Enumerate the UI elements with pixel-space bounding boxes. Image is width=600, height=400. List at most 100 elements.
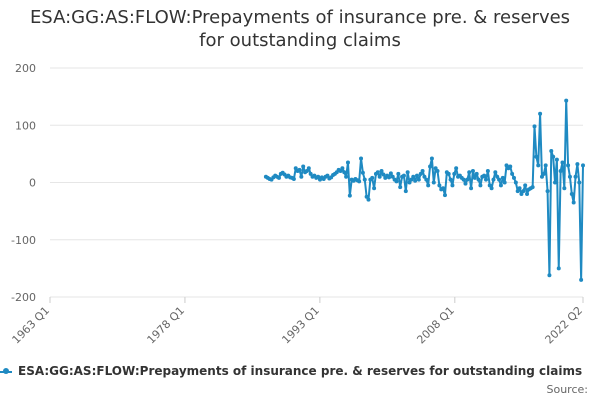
data-point[interactable]: [359, 156, 364, 161]
data-point[interactable]: [541, 171, 546, 176]
data-point[interactable]: [539, 174, 544, 179]
data-point[interactable]: [422, 174, 427, 179]
data-point[interactable]: [293, 166, 298, 171]
data-point[interactable]: [569, 191, 574, 196]
data-point[interactable]: [338, 169, 343, 174]
data-point[interactable]: [435, 169, 440, 174]
data-point[interactable]: [398, 185, 403, 190]
data-point[interactable]: [429, 156, 434, 161]
data-point[interactable]: [375, 170, 380, 175]
data-point[interactable]: [416, 177, 421, 182]
data-point[interactable]: [403, 189, 408, 194]
data-point[interactable]: [491, 177, 496, 182]
data-point[interactable]: [342, 170, 347, 175]
data-point[interactable]: [394, 179, 399, 184]
data-point[interactable]: [562, 186, 567, 191]
data-point[interactable]: [381, 172, 386, 177]
data-point[interactable]: [387, 175, 392, 180]
data-point[interactable]: [543, 163, 548, 168]
data-point[interactable]: [469, 186, 474, 191]
data-point[interactable]: [478, 183, 483, 188]
data-point[interactable]: [441, 186, 446, 191]
data-point[interactable]: [463, 181, 468, 186]
data-point[interactable]: [551, 154, 556, 159]
data-point[interactable]: [513, 180, 518, 185]
data-point[interactable]: [360, 170, 365, 175]
data-point[interactable]: [299, 174, 304, 179]
data-point[interactable]: [545, 189, 550, 194]
data-point[interactable]: [377, 174, 382, 179]
data-point[interactable]: [364, 194, 369, 199]
data-point[interactable]: [433, 166, 438, 171]
data-point[interactable]: [532, 124, 537, 129]
data-point[interactable]: [530, 185, 535, 190]
data-point[interactable]: [547, 273, 552, 278]
data-point[interactable]: [301, 164, 306, 169]
data-point[interactable]: [502, 180, 507, 185]
data-point[interactable]: [495, 174, 500, 179]
data-point[interactable]: [401, 173, 406, 178]
data-point[interactable]: [474, 171, 479, 176]
data-point[interactable]: [536, 163, 541, 168]
data-point[interactable]: [493, 170, 498, 175]
data-point[interactable]: [484, 177, 488, 182]
data-point[interactable]: [581, 163, 585, 168]
data-point[interactable]: [414, 173, 419, 178]
data-point[interactable]: [579, 277, 584, 282]
data-point[interactable]: [538, 111, 543, 116]
data-point[interactable]: [554, 157, 559, 162]
data-point[interactable]: [306, 166, 311, 171]
data-point[interactable]: [413, 178, 418, 183]
data-point[interactable]: [347, 193, 352, 198]
data-point[interactable]: [575, 162, 580, 167]
data-point[interactable]: [411, 174, 416, 179]
data-point[interactable]: [454, 166, 459, 171]
data-point[interactable]: [476, 177, 481, 182]
data-point[interactable]: [556, 266, 561, 271]
legend-item-label[interactable]: ESA:GG:AS:FLOW:Prepayments of insurance …: [18, 364, 583, 378]
data-point[interactable]: [448, 177, 453, 182]
data-point[interactable]: [564, 98, 569, 103]
data-point[interactable]: [424, 177, 429, 182]
data-point[interactable]: [498, 183, 503, 188]
data-point[interactable]: [470, 169, 475, 174]
data-point[interactable]: [388, 171, 393, 176]
data-point[interactable]: [345, 160, 350, 165]
data-point[interactable]: [340, 166, 345, 171]
data-point[interactable]: [573, 174, 578, 179]
data-point[interactable]: [549, 149, 554, 154]
data-point[interactable]: [357, 179, 362, 184]
data-point[interactable]: [567, 174, 572, 179]
data-point[interactable]: [370, 175, 375, 180]
data-point[interactable]: [437, 183, 442, 188]
data-point[interactable]: [390, 174, 395, 179]
data-point[interactable]: [420, 169, 425, 174]
data-point[interactable]: [571, 200, 576, 205]
data-point[interactable]: [558, 169, 563, 174]
data-point[interactable]: [504, 163, 509, 168]
data-point[interactable]: [485, 169, 490, 174]
data-point[interactable]: [344, 174, 349, 179]
data-point[interactable]: [487, 183, 492, 188]
data-point[interactable]: [482, 173, 487, 178]
data-point[interactable]: [297, 167, 302, 172]
data-point[interactable]: [465, 177, 470, 182]
data-point[interactable]: [276, 175, 281, 180]
data-point[interactable]: [472, 175, 477, 180]
data-point[interactable]: [510, 171, 515, 176]
data-point[interactable]: [511, 175, 516, 180]
data-point[interactable]: [523, 183, 528, 188]
data-point[interactable]: [431, 180, 436, 185]
data-point[interactable]: [577, 180, 582, 185]
data-point[interactable]: [566, 163, 571, 168]
data-point[interactable]: [534, 154, 539, 159]
data-point[interactable]: [325, 173, 330, 178]
data-point[interactable]: [521, 189, 526, 194]
data-point[interactable]: [553, 180, 558, 185]
data-point[interactable]: [560, 160, 565, 165]
data-point[interactable]: [452, 171, 457, 176]
data-point[interactable]: [396, 171, 401, 176]
data-point[interactable]: [366, 197, 371, 202]
data-point[interactable]: [519, 191, 524, 196]
data-point[interactable]: [517, 186, 522, 191]
